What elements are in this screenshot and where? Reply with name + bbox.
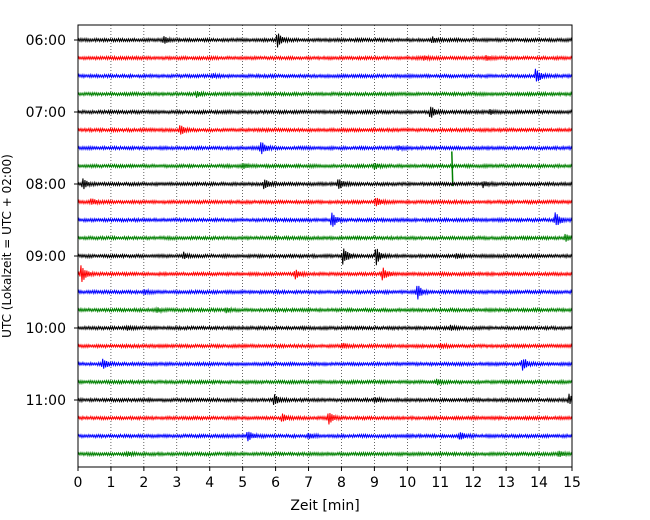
- trace-0700: [77, 106, 573, 118]
- y-axis-label: UTC (Lokalzeit = UTC + 02:00): [0, 154, 14, 338]
- trace-1000: [77, 324, 573, 332]
- trace-0600: [77, 33, 573, 48]
- trace-1130: [77, 431, 573, 442]
- trace-0745: [77, 162, 573, 170]
- trace-0915: [77, 265, 573, 283]
- plot-frame: [77, 24, 573, 468]
- traces: [77, 33, 573, 458]
- trace-1015: [77, 342, 573, 350]
- x-tick-label: 4: [205, 475, 214, 491]
- x-tick-label: 0: [74, 475, 83, 491]
- trace-0945: [77, 306, 573, 315]
- trace-0930: [77, 285, 573, 300]
- x-tick-label: 15: [563, 475, 581, 491]
- trace-1115: [77, 412, 573, 425]
- trace-1145: [77, 450, 573, 458]
- trace-0815: [77, 197, 573, 207]
- x-tick-label: 1: [106, 475, 115, 491]
- y-tick-label: 11:00: [26, 393, 66, 409]
- trace-0715: [77, 125, 573, 135]
- trace-spike: [451, 151, 454, 187]
- trace-1100: [77, 393, 573, 405]
- y-tick-label: 10:00: [26, 321, 66, 337]
- x-axis-label: Zeit [min]: [290, 498, 359, 514]
- y-tick-label: 08:00: [26, 177, 66, 193]
- trace-1045: [77, 378, 573, 386]
- x-tick-label: 11: [431, 475, 449, 491]
- x-tick-label: 13: [497, 475, 515, 491]
- x-axis: 0 1 2 3 4 5 6 7 8 9 10 11 12 13 14 15: [74, 467, 581, 491]
- x-tick-label: 8: [337, 475, 346, 491]
- x-tick-label: 10: [398, 475, 416, 491]
- x-tick-label: 5: [238, 475, 247, 491]
- trace-0645: [77, 90, 573, 98]
- trace-0900: [77, 248, 573, 266]
- trace-0830: [77, 212, 573, 227]
- x-tick-label: 9: [370, 475, 379, 491]
- x-tick-label: 7: [304, 475, 313, 491]
- trace-0730: [77, 142, 573, 155]
- y-tick-label: 06:00: [26, 33, 66, 49]
- x-tick-label: 6: [271, 475, 280, 491]
- x-tick-label: 2: [139, 475, 148, 491]
- x-tick-label: 3: [172, 475, 181, 491]
- y-tick-label: 07:00: [26, 105, 66, 121]
- trace-0845: [77, 233, 573, 242]
- trace-0615: [77, 54, 573, 62]
- trace-0800: [77, 178, 573, 190]
- y-axis: 06:00 07:00 08:00 09:00 10:00 11:00: [26, 33, 78, 409]
- trace-1030: [77, 358, 573, 371]
- x-tick-label: 14: [530, 475, 548, 491]
- trace-0630: [77, 68, 573, 82]
- x-tick-label: 12: [464, 475, 482, 491]
- y-tick-label: 09:00: [26, 249, 66, 265]
